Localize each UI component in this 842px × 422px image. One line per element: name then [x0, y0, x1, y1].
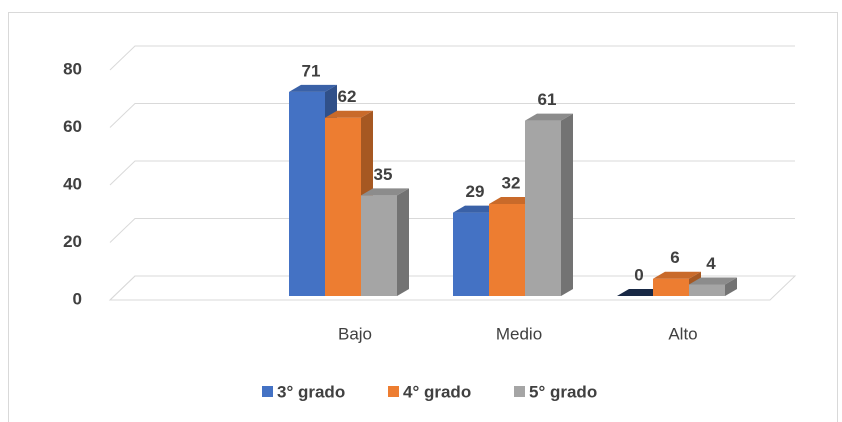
- y-tick-label: 0: [73, 289, 82, 308]
- bar-top: [289, 84, 337, 92]
- bar-side: [561, 113, 573, 296]
- bar: [525, 120, 561, 296]
- bar-side: [397, 188, 409, 296]
- bar-top: [325, 110, 373, 118]
- grid-line: [109, 103, 795, 128]
- bar: [689, 284, 725, 296]
- x-tick-label: Medio: [496, 324, 542, 343]
- data-label: 6: [670, 248, 679, 267]
- data-label: 62: [338, 87, 357, 106]
- bar: [653, 278, 689, 296]
- data-label: 29: [466, 182, 485, 201]
- data-label: 61: [538, 90, 557, 109]
- legend-label: 3° grado: [277, 382, 345, 401]
- legend-swatch: [514, 386, 525, 397]
- grid-line: [109, 45, 795, 71]
- data-label: 35: [374, 165, 393, 184]
- chart-border: [8, 12, 838, 422]
- bar-top: [525, 113, 573, 121]
- y-tick-label: 60: [63, 117, 82, 136]
- data-label: 32: [502, 173, 521, 192]
- y-tick-label: 40: [63, 174, 82, 193]
- bar-top: [361, 188, 409, 196]
- data-label: 0: [634, 265, 643, 284]
- grid-line: [109, 160, 795, 186]
- grid-line: [109, 218, 795, 243]
- y-tick-label: 20: [63, 232, 82, 251]
- data-label: 4: [706, 254, 716, 273]
- bar-top: [653, 271, 701, 279]
- data-label: 71: [302, 61, 321, 80]
- x-tick-label: Alto: [668, 324, 697, 343]
- floor: [108, 275, 797, 301]
- legend-swatch: [388, 386, 399, 397]
- legend-label: 5° grado: [529, 382, 597, 401]
- bar: [325, 117, 361, 296]
- bar: [289, 91, 325, 296]
- bar: [489, 204, 525, 296]
- bar-side: [725, 277, 737, 296]
- x-tick-label: Bajo: [338, 324, 372, 343]
- bar: [361, 195, 397, 296]
- legend-label: 4° grado: [403, 382, 471, 401]
- y-tick-label: 80: [63, 59, 82, 78]
- legend-swatch: [262, 386, 273, 397]
- bar-top: [689, 277, 737, 285]
- bar: [453, 212, 489, 296]
